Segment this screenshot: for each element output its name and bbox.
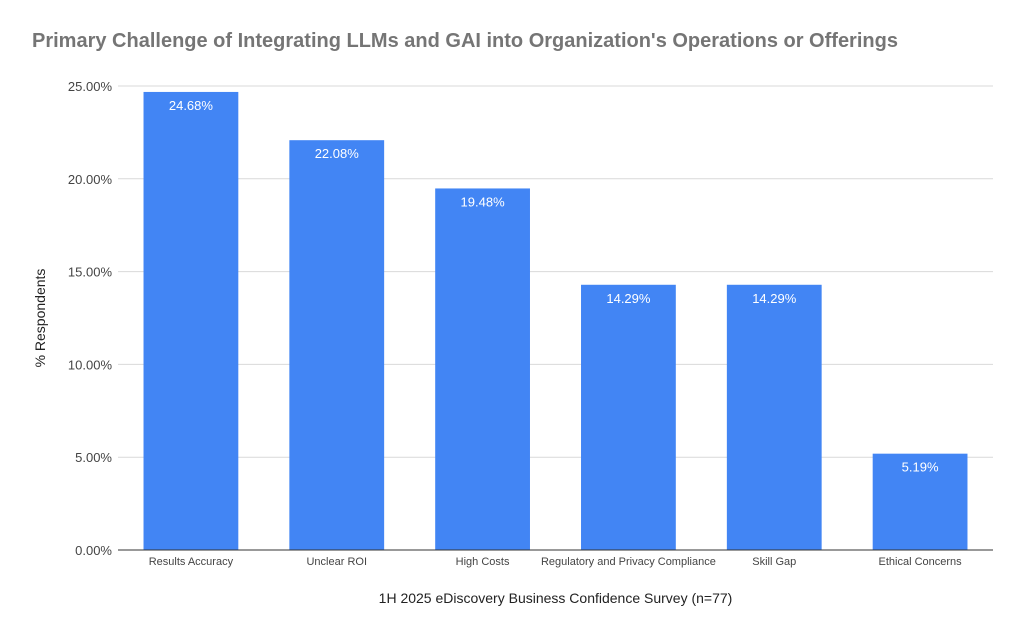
y-tick-label: 15.00%: [68, 265, 113, 280]
y-tick-label: 25.00%: [68, 79, 113, 94]
x-axis-title: 1H 2025 eDiscovery Business Confidence S…: [379, 590, 733, 606]
bar: [289, 140, 385, 551]
gridlines: [118, 85, 993, 458]
bar: [143, 91, 239, 550]
data-label: 14.29%: [752, 291, 797, 306]
x-tick-label: Ethical Concerns: [879, 556, 963, 568]
bar: [581, 284, 676, 550]
x-tick-label: Regulatory and Privacy Compliance: [541, 556, 716, 568]
y-tick-label: 20.00%: [68, 172, 113, 187]
data-labels: 24.68% 22.08% 19.48% 14.29% 14.29% 5.19%: [169, 98, 939, 475]
x-axis-ticks: Results Accuracy Unclear ROI High Costs Reg…: [149, 556, 962, 568]
bar: [872, 453, 968, 550]
data-label: 24.68%: [169, 98, 214, 113]
y-axis-ticks: 0.00% 5.00% 10.00% 15.00% 20.00% 25.00%: [68, 79, 113, 558]
x-tick-label: Skill Gap: [752, 556, 796, 568]
y-tick-label: 5.00%: [75, 450, 112, 465]
x-tick-label: Unclear ROI: [306, 556, 367, 568]
x-tick-label: Results Accuracy: [149, 556, 234, 568]
y-tick-label: 0.00%: [75, 543, 112, 558]
data-label: 14.29%: [606, 291, 651, 306]
data-label: 22.08%: [315, 146, 360, 161]
data-label: 19.48%: [461, 194, 506, 209]
bars: [143, 91, 968, 551]
y-tick-label: 10.00%: [68, 357, 113, 372]
x-tick-label: High Costs: [456, 556, 510, 568]
bar: [726, 284, 822, 550]
chart-title: Primary Challenge of Integrating LLMs an…: [32, 30, 898, 52]
bar: [435, 188, 530, 550]
y-axis-title: % Respondents: [32, 269, 48, 368]
data-label: 5.19%: [902, 460, 939, 475]
